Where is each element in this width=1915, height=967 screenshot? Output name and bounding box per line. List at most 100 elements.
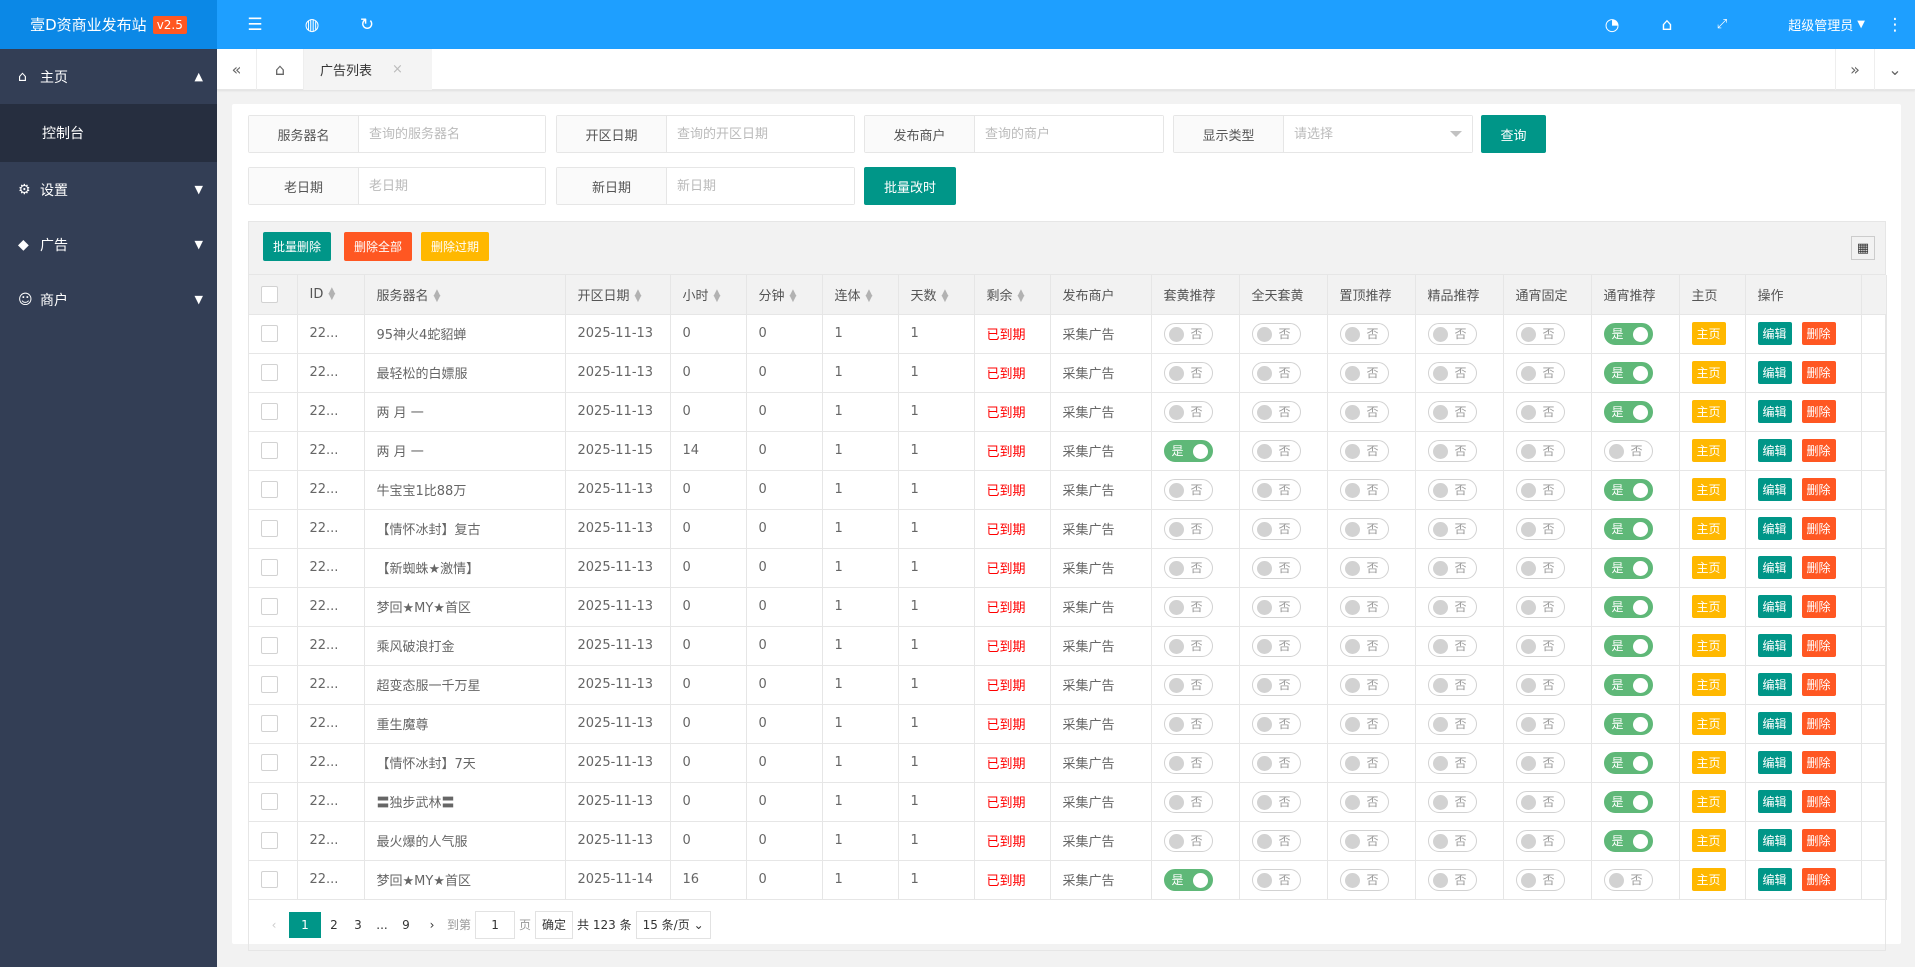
toggle-switch[interactable]: 否 — [1163, 634, 1213, 657]
toggle-switch[interactable]: 否 — [1603, 868, 1653, 891]
column-header[interactable]: 连体 ▲ ▼ — [822, 275, 899, 315]
toggle-switch[interactable]: 否 — [1339, 751, 1389, 774]
tabs-scroll-left-icon[interactable]: « — [217, 49, 257, 90]
edit-button[interactable]: 编辑 — [1757, 634, 1792, 657]
toggle-switch[interactable]: 否 — [1163, 712, 1213, 735]
toggle-switch[interactable]: 否 — [1427, 439, 1477, 462]
new-date-input[interactable] — [667, 168, 854, 204]
row-checkbox[interactable] — [261, 520, 278, 537]
query-button[interactable]: 查询 — [1481, 115, 1546, 153]
page-1[interactable]: 1 — [289, 911, 321, 938]
sort-icon[interactable]: ▲ ▼ — [433, 288, 441, 305]
toggle-switch[interactable]: 否 — [1163, 478, 1213, 501]
column-header[interactable]: 天数 ▲ ▼ — [898, 275, 975, 315]
toggle-switch[interactable]: 否 — [1251, 517, 1301, 540]
toggle-switch[interactable]: 否 — [1339, 400, 1389, 423]
row-checkbox[interactable] — [261, 715, 278, 732]
toggle-switch[interactable]: 是 — [1603, 361, 1653, 384]
row-checkbox[interactable] — [261, 559, 278, 576]
refresh-icon[interactable]: ↻ — [359, 14, 375, 35]
sort-icon[interactable]: ▲ ▼ — [713, 288, 721, 305]
toggle-switch[interactable]: 否 — [1339, 322, 1389, 345]
toggle-switch[interactable]: 否 — [1515, 322, 1565, 345]
prev-page-icon[interactable]: ‹ — [271, 917, 277, 932]
toggle-switch[interactable]: 是 — [1603, 751, 1653, 774]
toggle-switch[interactable]: 是 — [1603, 712, 1653, 735]
toggle-switch[interactable]: 否 — [1515, 517, 1565, 540]
toggle-switch[interactable]: 否 — [1251, 868, 1301, 891]
toggle-switch[interactable]: 否 — [1251, 751, 1301, 774]
theme-icon[interactable]: ◔ — [1604, 14, 1620, 35]
toggle-switch[interactable]: 否 — [1427, 751, 1477, 774]
row-checkbox[interactable] — [261, 598, 278, 615]
open-date-input[interactable] — [667, 116, 854, 152]
toggle-switch[interactable]: 否 — [1427, 634, 1477, 657]
row-checkbox[interactable] — [261, 325, 278, 342]
toggle-switch[interactable]: 否 — [1339, 868, 1389, 891]
home-button[interactable]: 主页 — [1691, 439, 1726, 462]
toggle-switch[interactable]: 否 — [1163, 517, 1213, 540]
home-button[interactable]: 主页 — [1691, 712, 1726, 735]
home-button[interactable]: 主页 — [1691, 790, 1726, 813]
fullscreen-icon[interactable]: ⤢ — [1716, 17, 1728, 32]
sort-icon[interactable]: ▲ ▼ — [328, 286, 336, 303]
toggle-switch[interactable]: 否 — [1515, 400, 1565, 423]
home-button[interactable]: 主页 — [1691, 322, 1726, 345]
toggle-switch[interactable]: 否 — [1515, 439, 1565, 462]
toggle-switch[interactable]: 否 — [1339, 790, 1389, 813]
toggle-switch[interactable]: 否 — [1427, 556, 1477, 579]
edit-button[interactable]: 编辑 — [1757, 673, 1792, 696]
delete-button[interactable]: 删除 — [1801, 478, 1836, 501]
goto-page-input[interactable]: 1 — [475, 910, 516, 939]
page-2[interactable]: 2 — [330, 917, 338, 932]
old-date-input[interactable] — [359, 168, 545, 204]
toggle-switch[interactable]: 否 — [1251, 634, 1301, 657]
toggle-switch[interactable]: 否 — [1515, 868, 1565, 891]
toggle-switch[interactable]: 否 — [1251, 790, 1301, 813]
select-all-checkbox[interactable] — [261, 285, 278, 303]
toggle-switch[interactable]: 否 — [1427, 361, 1477, 384]
home-button[interactable]: 主页 — [1691, 478, 1726, 501]
display-type-select[interactable] — [1284, 116, 1472, 152]
toggle-switch[interactable]: 否 — [1163, 322, 1213, 345]
tabs-scroll-right-icon[interactable]: » — [1835, 49, 1875, 90]
toggle-switch[interactable]: 否 — [1515, 478, 1565, 501]
sort-icon[interactable]: ▲ ▼ — [865, 288, 873, 305]
column-header[interactable]: 开区日期 ▲ ▼ — [565, 275, 671, 315]
toggle-switch[interactable]: 否 — [1163, 673, 1213, 696]
column-header[interactable]: 小时 ▲ ▼ — [670, 275, 747, 315]
toggle-switch[interactable]: 是 — [1603, 517, 1653, 540]
sort-icon[interactable]: ▲ ▼ — [634, 288, 642, 305]
row-checkbox[interactable] — [261, 871, 278, 888]
sort-icon[interactable]: ▲ ▼ — [1017, 288, 1025, 305]
toggle-switch[interactable]: 否 — [1163, 361, 1213, 384]
toggle-switch[interactable]: 否 — [1339, 712, 1389, 735]
delete-button[interactable]: 删除 — [1801, 595, 1836, 618]
edit-button[interactable]: 编辑 — [1757, 790, 1792, 813]
toggle-switch[interactable]: 否 — [1427, 322, 1477, 345]
row-checkbox[interactable] — [261, 676, 278, 693]
toggle-switch[interactable]: 否 — [1163, 400, 1213, 423]
toggle-switch[interactable]: 否 — [1339, 556, 1389, 579]
toggle-switch[interactable]: 否 — [1339, 829, 1389, 852]
toggle-switch[interactable]: 否 — [1251, 439, 1301, 462]
columns-icon[interactable]: ▦ — [1851, 236, 1875, 260]
delete-button[interactable]: 删除 — [1801, 556, 1836, 579]
toggle-switch[interactable]: 是 — [1603, 673, 1653, 696]
toggle-switch[interactable]: 否 — [1427, 400, 1477, 423]
toggle-switch[interactable]: 否 — [1427, 712, 1477, 735]
toggle-switch[interactable]: 否 — [1515, 361, 1565, 384]
sidebar-item-settings[interactable]: ⚙ 设置 ▼ — [0, 162, 217, 217]
toggle-switch[interactable]: 否 — [1427, 478, 1477, 501]
batch-delete-button[interactable]: 批量删除 — [263, 232, 332, 261]
tab-home-icon[interactable]: ⌂ — [257, 49, 304, 90]
toggle-switch[interactable]: 是 — [1163, 439, 1213, 462]
sort-icon[interactable]: ▲ ▼ — [941, 288, 949, 305]
row-checkbox[interactable] — [261, 754, 278, 771]
edit-button[interactable]: 编辑 — [1757, 751, 1792, 774]
toggle-switch[interactable]: 否 — [1427, 790, 1477, 813]
row-checkbox[interactable] — [261, 793, 278, 810]
tag-icon[interactable]: ⌂ — [1661, 14, 1673, 35]
toggle-switch[interactable]: 否 — [1163, 829, 1213, 852]
toggle-switch[interactable]: 否 — [1251, 322, 1301, 345]
